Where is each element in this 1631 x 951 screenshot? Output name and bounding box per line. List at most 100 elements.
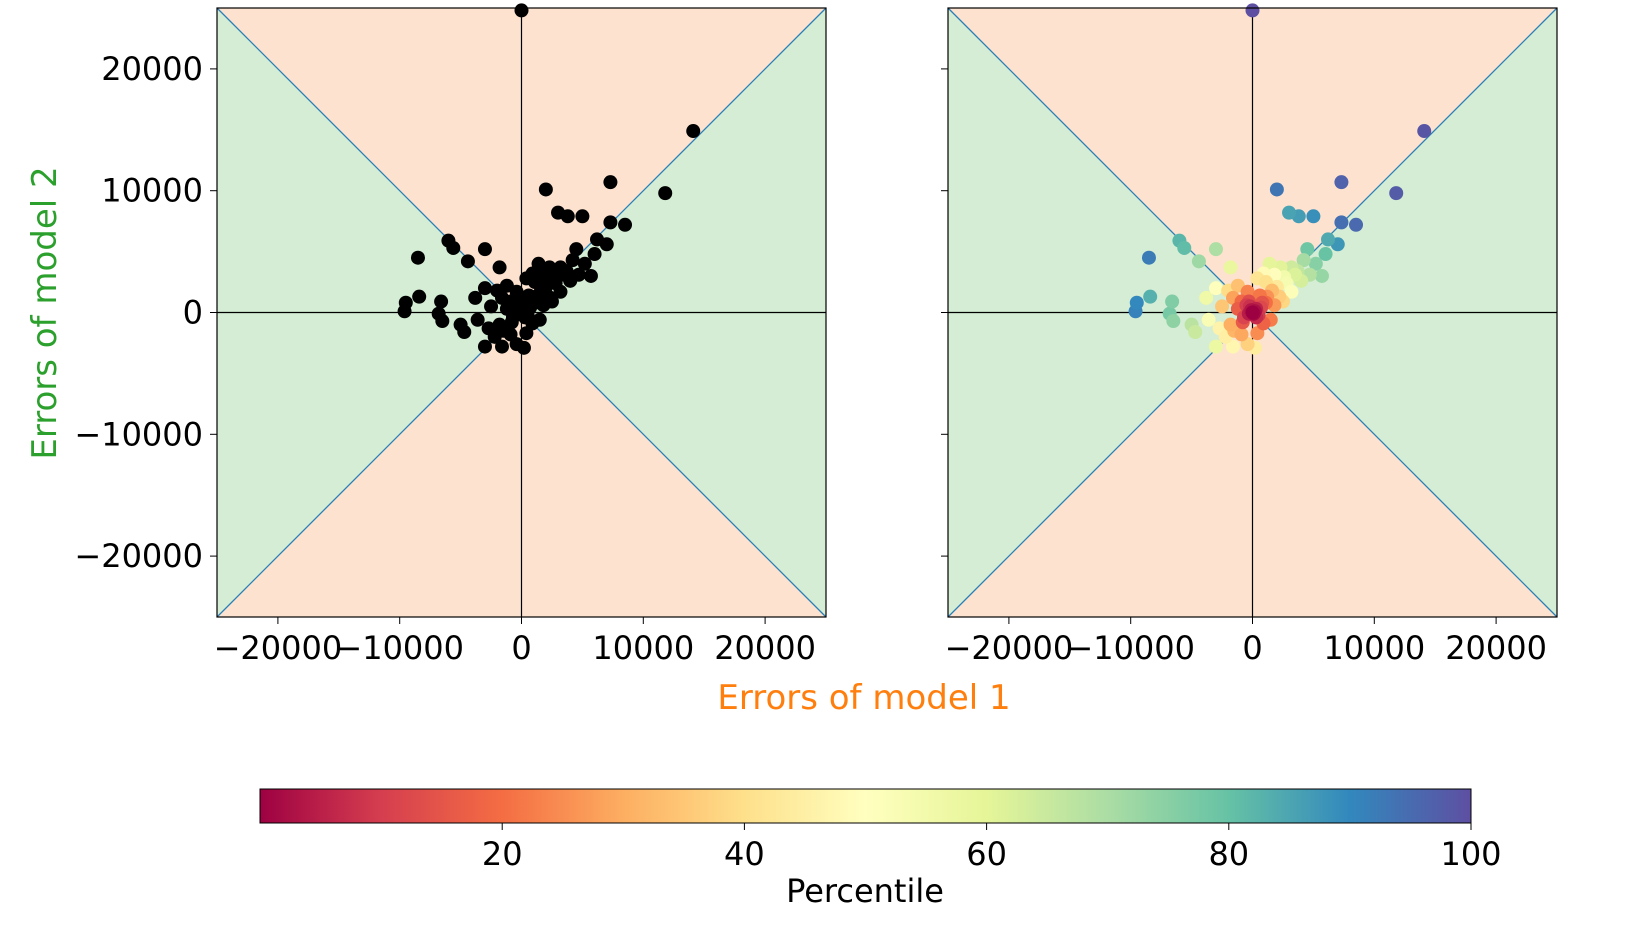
data-point bbox=[1245, 3, 1260, 18]
colorbar-ticks: 20 40 60 80 100 bbox=[482, 823, 1502, 873]
data-point bbox=[1314, 268, 1329, 283]
data-point bbox=[1389, 186, 1404, 201]
data-point bbox=[603, 215, 618, 230]
data-point bbox=[1321, 232, 1336, 247]
data-point bbox=[658, 186, 673, 201]
x-axis-label: Errors of model 1 bbox=[717, 678, 1010, 718]
x-tick-label: −20000 bbox=[214, 629, 343, 667]
data-point bbox=[1282, 205, 1297, 220]
y-tick-label: 10000 bbox=[101, 172, 203, 210]
data-point bbox=[577, 256, 592, 271]
data-point bbox=[1288, 267, 1303, 282]
y-tick-label: −10000 bbox=[74, 415, 203, 453]
data-point bbox=[1201, 312, 1216, 327]
data-point bbox=[571, 267, 586, 282]
data-point bbox=[504, 315, 519, 330]
data-point bbox=[484, 299, 499, 314]
data-point bbox=[544, 294, 559, 309]
colorbar-gradient bbox=[259, 788, 1472, 824]
data-point bbox=[1284, 284, 1299, 299]
x-tick-label: 10000 bbox=[1323, 629, 1425, 667]
y-tick-label: 0 bbox=[183, 294, 203, 332]
data-point bbox=[481, 321, 496, 336]
y-axis-label: Errors of model 2 bbox=[25, 166, 65, 459]
data-point bbox=[1417, 124, 1432, 139]
data-point bbox=[529, 289, 544, 304]
data-point bbox=[468, 290, 483, 305]
data-point bbox=[618, 217, 633, 232]
colorbar: 20 40 60 80 100 Percentile bbox=[259, 788, 1502, 910]
data-point bbox=[565, 253, 580, 268]
data-point bbox=[569, 242, 584, 257]
data-point bbox=[587, 247, 602, 262]
data-point bbox=[1296, 253, 1311, 268]
data-point bbox=[1306, 209, 1321, 224]
data-point bbox=[477, 242, 492, 257]
data-point bbox=[553, 284, 568, 299]
data-point bbox=[1143, 289, 1158, 304]
data-point bbox=[1226, 339, 1241, 354]
data-point bbox=[1141, 250, 1156, 265]
data-point bbox=[1334, 175, 1349, 190]
data-point bbox=[1318, 247, 1333, 262]
data-point bbox=[410, 250, 425, 265]
data-point bbox=[1199, 290, 1214, 305]
data-point bbox=[1269, 182, 1284, 197]
data-point bbox=[1166, 314, 1181, 329]
x-tick-label: 0 bbox=[511, 629, 531, 667]
data-point bbox=[435, 314, 450, 329]
data-point bbox=[1223, 317, 1238, 332]
data-point bbox=[516, 340, 531, 355]
data-point bbox=[1308, 256, 1323, 271]
data-point bbox=[1191, 254, 1206, 269]
data-point bbox=[525, 316, 540, 331]
data-point bbox=[1245, 305, 1260, 320]
x-tick-label: 20000 bbox=[1445, 629, 1547, 667]
data-point bbox=[575, 209, 590, 224]
data-point bbox=[1188, 324, 1203, 339]
data-point bbox=[538, 279, 553, 294]
data-point bbox=[686, 124, 701, 139]
data-point bbox=[1177, 240, 1192, 255]
colorbar-tick-label: 100 bbox=[1440, 835, 1501, 873]
data-point bbox=[457, 324, 472, 339]
data-point bbox=[599, 237, 614, 252]
x-tick-label: −10000 bbox=[335, 629, 464, 667]
colorbar-tick-label: 60 bbox=[966, 835, 1007, 873]
data-point bbox=[503, 294, 518, 309]
data-point bbox=[397, 304, 412, 319]
x-tick-label: 20000 bbox=[714, 629, 816, 667]
data-point bbox=[1300, 242, 1315, 257]
data-point bbox=[460, 254, 475, 269]
data-point bbox=[1208, 339, 1223, 354]
data-point bbox=[560, 209, 575, 224]
data-point bbox=[1129, 295, 1144, 310]
data-point bbox=[536, 267, 551, 282]
data-point bbox=[477, 339, 492, 354]
left-scatter-panel: −20000−10000 0 10000 20000−20000−1000001000… bbox=[74, 3, 827, 667]
data-point bbox=[1208, 242, 1223, 257]
y-tick-label: 20000 bbox=[101, 50, 203, 88]
right-percentile-panel: −20000−10000 0 10000 20000 bbox=[941, 3, 1558, 667]
data-point bbox=[1334, 215, 1349, 230]
x-tick-label: −20000 bbox=[945, 629, 1074, 667]
data-point bbox=[446, 240, 461, 255]
colorbar-tick-label: 80 bbox=[1208, 835, 1249, 873]
data-point bbox=[1165, 294, 1180, 309]
data-point bbox=[495, 339, 510, 354]
data-point bbox=[1234, 327, 1249, 342]
colorbar-label: Percentile bbox=[786, 872, 944, 910]
data-point bbox=[412, 289, 427, 304]
data-point bbox=[1208, 281, 1223, 296]
data-point bbox=[603, 175, 618, 190]
x-tick-label: 0 bbox=[1242, 629, 1262, 667]
data-point bbox=[434, 294, 449, 309]
data-point bbox=[470, 312, 485, 327]
data-point bbox=[1223, 260, 1238, 275]
colorbar-tick-label: 40 bbox=[724, 835, 765, 873]
y-tick-label: −20000 bbox=[74, 537, 203, 575]
data-point bbox=[477, 281, 492, 296]
x-tick-label: −10000 bbox=[1066, 629, 1195, 667]
data-point bbox=[514, 3, 529, 18]
